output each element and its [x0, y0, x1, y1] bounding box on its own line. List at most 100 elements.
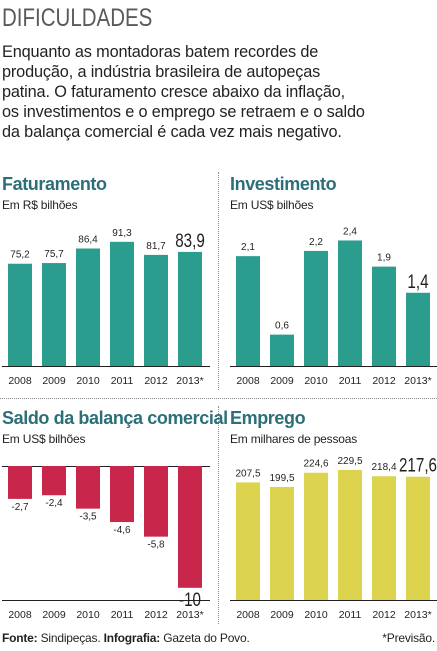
data-label: 229,5	[337, 456, 362, 467]
chart-saldo-balanca: Saldo da balança comercial Em US$ bilhõe…	[2, 408, 228, 640]
data-label: 2,4	[343, 226, 357, 237]
bar	[406, 476, 430, 600]
tick-label: 2008	[236, 375, 260, 387]
bar	[8, 466, 32, 499]
intro-line: patina. O faturamento cresce abaixo da i…	[2, 83, 346, 101]
bar	[236, 256, 260, 366]
tick-label: 2010	[76, 375, 100, 387]
tick-label: 2012	[372, 609, 396, 621]
bar	[236, 482, 260, 600]
bar	[406, 292, 430, 366]
bar	[42, 263, 66, 366]
source-credit: Fonte: Sindipeças. Infografia: Gazeta do…	[2, 631, 250, 645]
data-label: 2,1	[241, 242, 255, 253]
intro-line: os investimentos e o emprego se retraem …	[2, 103, 365, 121]
chart-title: Investimento	[230, 174, 337, 194]
bar	[270, 334, 294, 366]
bar	[338, 469, 362, 600]
infographic-value: Gazeta do Povo.	[163, 631, 250, 645]
data-label: 83,9	[175, 229, 205, 251]
source-value: Sindipeças.	[40, 631, 101, 645]
chart-faturamento: Faturamento Em R$ bilhões 75,2 2008 75,7 20…	[2, 174, 212, 406]
tick-label: 2011	[111, 375, 134, 387]
bar	[338, 240, 362, 366]
chart-subtitle: Em R$ bilhões	[2, 198, 78, 212]
data-label: 207,5	[235, 468, 260, 479]
bar	[76, 466, 100, 509]
bar	[304, 472, 328, 600]
bar	[42, 466, 66, 496]
bar	[372, 476, 396, 600]
data-label: 1,9	[377, 253, 391, 264]
data-label: 91,3	[112, 228, 132, 239]
tick-label: 2012	[372, 375, 396, 387]
infographic-label: Infografia:	[103, 631, 161, 645]
bar	[110, 466, 134, 523]
bar	[76, 248, 100, 366]
source-label: Fonte:	[2, 631, 38, 645]
bar	[110, 241, 134, 366]
tick-label: 2013*	[176, 375, 203, 387]
chart-subtitle: Em US$ bilhões	[230, 198, 314, 212]
tick-label: 2010	[76, 609, 100, 621]
data-label: 81,7	[146, 241, 166, 252]
tick-label: 2011	[339, 609, 362, 621]
intro-line: produção, a indústria brasileira de auto…	[2, 63, 321, 81]
bar	[270, 486, 294, 600]
tick-label: 2012	[144, 375, 168, 387]
bar	[8, 263, 32, 366]
tick-label: 2008	[8, 375, 32, 387]
data-label: 218,4	[371, 462, 396, 473]
data-label: 0,6	[275, 321, 289, 332]
tick-label: 2010	[304, 375, 328, 387]
data-label: 75,7	[44, 249, 64, 260]
panel-divider-vertical	[218, 172, 219, 390]
tick-label: 2009	[270, 609, 294, 621]
data-label: -5,8	[147, 540, 165, 551]
data-label: -4,6	[113, 525, 131, 536]
chart-title: Saldo da balança comercial	[2, 408, 228, 428]
tick-label: 2013*	[176, 609, 203, 621]
data-label: 224,6	[303, 459, 328, 470]
data-label: -2,7	[11, 502, 29, 513]
tick-label: 2013*	[404, 609, 431, 621]
chart-subtitle: Em US$ bilhões	[2, 432, 86, 446]
intro-line: Enquanto as montadoras batem recordes de	[2, 43, 319, 61]
bar	[178, 251, 202, 366]
panel-divider-vertical	[218, 406, 219, 624]
intro-line: da balança comercial é cada vez mais neg…	[2, 123, 342, 141]
tick-label: 2013*	[404, 375, 431, 387]
tick-label: 2010	[304, 609, 328, 621]
data-label: 199,5	[269, 473, 294, 484]
data-label: -10	[179, 588, 201, 610]
chart-emprego: Emprego Em milhares de pessoas 207,5 2008…	[230, 408, 437, 640]
tick-label: 2008	[236, 609, 260, 621]
chart-plot: -2,7 2008 -2,4 2009 -3,5 2010 -4,6 2011 -5,8 2012…	[2, 466, 210, 621]
panel-divider-horizontal	[0, 398, 437, 399]
intro-text: Enquanto as montadoras batem recordes de…	[2, 42, 434, 142]
data-label: 217,6	[399, 454, 437, 476]
bar	[304, 250, 328, 366]
page-title: DIFICULDADES	[2, 4, 153, 32]
data-label: 86,4	[78, 234, 98, 245]
tick-label: 2009	[42, 375, 66, 387]
bar	[372, 266, 396, 366]
tick-label: 2009	[270, 375, 294, 387]
data-label: 2,2	[309, 237, 323, 248]
tick-label: 2011	[111, 609, 134, 621]
tick-label: 2011	[339, 375, 362, 387]
chart-plot: 75,2 2008 75,7 2009 86,4 2010 91,3 2011 81,7 2012…	[2, 228, 210, 387]
data-label: -2,4	[45, 498, 63, 509]
data-label: 75,2	[10, 250, 30, 261]
tick-label: 2012	[144, 609, 168, 621]
footnote: *Previsão.	[382, 631, 435, 645]
bar	[144, 254, 168, 366]
data-label: -3,5	[79, 512, 97, 523]
chart-subtitle: Em milhares de pessoas	[230, 432, 357, 446]
data-label: 1,4	[407, 270, 428, 292]
bar	[178, 466, 202, 588]
tick-label: 2009	[42, 609, 66, 621]
chart-plot: 2,1 2008 0,6 2009 2,2 2010 2,4 2011 1,9 2012 1,4 20…	[230, 226, 437, 387]
tick-label: 2008	[8, 609, 32, 621]
chart-title: Emprego	[230, 408, 306, 428]
